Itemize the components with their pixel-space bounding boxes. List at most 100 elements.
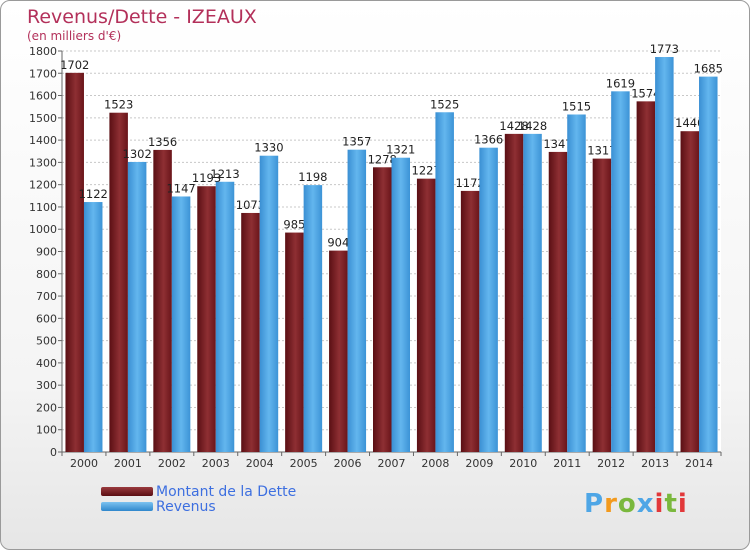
data-label-revenus: 1773 — [650, 42, 679, 56]
x-tick-label: 2004 — [246, 457, 274, 470]
y-tick-label: 1700 — [29, 67, 57, 80]
x-tick-label: 2001 — [114, 457, 142, 470]
x-tick-label: 2000 — [70, 457, 98, 470]
bar-dette — [548, 151, 568, 452]
data-label-revenus: 1321 — [386, 143, 415, 157]
data-label-revenus: 1330 — [254, 141, 283, 155]
y-tick-label: 1200 — [29, 179, 57, 192]
bar-dette — [153, 149, 172, 452]
bar-dette — [65, 72, 84, 453]
bar-revenus — [127, 161, 147, 452]
data-label-dette: 1356 — [148, 135, 177, 149]
data-label-revenus: 1302 — [123, 147, 152, 161]
y-tick-label: 0 — [50, 446, 57, 459]
data-label-revenus: 1619 — [606, 76, 635, 90]
data-label-revenus: 1147 — [166, 181, 195, 195]
data-label-dette: 1702 — [60, 58, 89, 72]
data-label-dette: 1278 — [368, 152, 397, 166]
data-label-revenus: 1122 — [79, 187, 108, 201]
bar-revenus — [479, 147, 498, 453]
chart-title: Revenus/Dette - IZEAUX — [27, 6, 257, 28]
y-tick-label: 900 — [36, 246, 57, 259]
x-tick-label: 2007 — [378, 457, 406, 470]
bar-revenus — [83, 202, 103, 452]
bar-dette — [680, 131, 700, 452]
data-label-revenus: 1366 — [474, 133, 503, 147]
legend-label-dette: Montant de la Dette — [156, 484, 297, 500]
bar-dette — [504, 133, 524, 452]
logo-letter: t — [664, 489, 678, 519]
x-tick-label: 2014 — [685, 457, 713, 470]
y-tick-label: 600 — [36, 312, 57, 325]
data-label-dette: 904 — [327, 236, 349, 250]
bar-revenus — [567, 114, 586, 452]
legend-swatch-revenus — [101, 502, 153, 511]
bar-revenus — [391, 157, 410, 452]
bar-revenus — [523, 133, 542, 452]
legend-label-revenus: Revenus — [156, 499, 216, 515]
y-tick-label: 1400 — [29, 134, 57, 147]
data-label-revenus: 1213 — [210, 167, 239, 181]
logo-letter: o — [617, 489, 637, 519]
data-label-dette: 1073 — [236, 198, 265, 212]
y-tick-label: 100 — [36, 424, 57, 437]
bar-revenus — [303, 185, 323, 452]
x-tick-label: 2013 — [641, 457, 669, 470]
y-tick-label: 1600 — [29, 90, 57, 103]
x-tick-label: 2011 — [553, 457, 581, 470]
data-label-dette: 1428 — [499, 119, 528, 133]
bar-revenus — [347, 149, 367, 452]
data-label-revenus: 1357 — [342, 135, 371, 149]
y-tick-label: 500 — [36, 335, 57, 348]
data-label-dette: 1193 — [192, 171, 221, 185]
bar-revenus — [215, 181, 235, 452]
logo-letter: i — [677, 489, 688, 519]
logo-letter: i — [654, 489, 665, 519]
y-tick-label: 400 — [36, 357, 57, 370]
data-label-revenus: 1525 — [430, 97, 459, 111]
bar-dette — [416, 178, 436, 452]
data-label-dette: 1574 — [631, 86, 660, 100]
data-label-dette: 1440 — [675, 116, 704, 130]
x-tick-label: 2008 — [421, 457, 449, 470]
y-tick-label: 1300 — [29, 156, 57, 169]
bar-revenus — [611, 91, 630, 452]
logo-letter: P — [584, 489, 605, 519]
bar-revenus — [655, 57, 674, 452]
proxiti-logo: Proxiti — [584, 489, 688, 519]
data-label-dette: 985 — [283, 218, 305, 232]
logo-letter: r — [604, 489, 618, 519]
data-label-revenus: 1515 — [562, 99, 591, 113]
chart-subtitle: (en milliers d'€) — [27, 29, 122, 43]
data-label-revenus: 1428 — [518, 119, 547, 133]
y-tick-label: 1800 — [29, 45, 57, 58]
y-tick-label: 1100 — [29, 201, 57, 214]
x-tick-label: 2003 — [202, 457, 230, 470]
bar-dette — [373, 167, 392, 453]
bar-revenus — [435, 112, 454, 452]
bar-dette — [197, 186, 216, 452]
y-tick-label: 200 — [36, 401, 57, 414]
bar-dette — [460, 190, 480, 452]
legend-swatch-dette — [101, 487, 153, 496]
bar-dette — [285, 232, 304, 452]
logo-letter: x — [636, 489, 655, 519]
x-tick-label: 2002 — [158, 457, 186, 470]
x-tick-label: 2005 — [290, 457, 318, 470]
bar-revenus — [699, 76, 718, 452]
bar-revenus — [171, 196, 191, 452]
data-label-revenus: 1685 — [694, 62, 723, 76]
data-label-dette: 1523 — [104, 98, 133, 112]
bar-dette — [592, 158, 612, 452]
x-tick-label: 2006 — [334, 457, 362, 470]
x-tick-label: 2009 — [465, 457, 493, 470]
bar-revenus — [259, 155, 279, 452]
data-label-revenus: 1198 — [298, 170, 327, 184]
y-tick-label: 300 — [36, 379, 57, 392]
x-tick-label: 2010 — [509, 457, 537, 470]
data-label-dette: 1172 — [455, 176, 484, 190]
bar-dette — [636, 101, 656, 452]
data-label-dette: 1347 — [543, 137, 572, 151]
